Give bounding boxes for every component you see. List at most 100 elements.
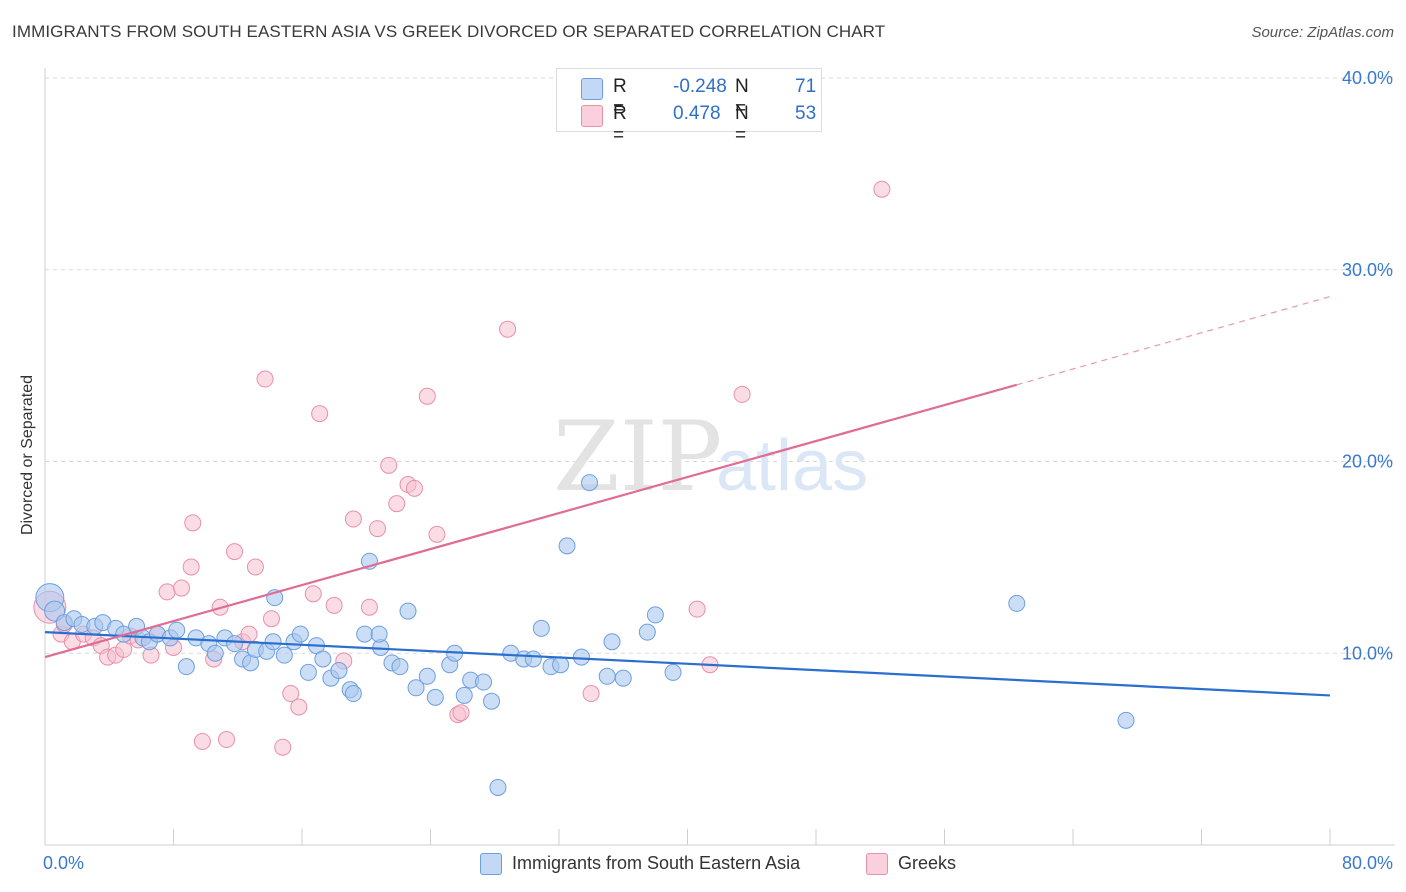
greeks-point (688, 600, 706, 618)
sea-point (603, 633, 621, 651)
sea-point (275, 646, 293, 664)
greeks-trend-line (44, 383, 1018, 659)
sea-point (646, 606, 664, 624)
greeks-point (193, 732, 211, 750)
greeks-point (582, 685, 600, 703)
r-label: R = (613, 76, 627, 119)
sea-point (1117, 711, 1135, 729)
greeks-point (274, 738, 292, 756)
sea-point (291, 625, 309, 643)
axes (44, 68, 1395, 846)
sea-point (399, 602, 417, 620)
greeks-point (344, 510, 362, 528)
sea-point (455, 686, 473, 704)
r-label: R = (613, 103, 627, 146)
sea-legend-label: Immigrants from South Eastern Asia (512, 853, 801, 873)
y-tick-label: 10.0% (1342, 643, 1393, 663)
sea-point (552, 656, 570, 674)
greeks-point (240, 625, 258, 643)
sea-point (206, 644, 224, 662)
sea-point (598, 667, 616, 685)
greeks-point (304, 585, 322, 603)
greeks-point (182, 558, 200, 576)
greeks-point (173, 579, 191, 597)
greeks-point (499, 320, 517, 338)
greeks-point (218, 731, 236, 749)
greeks-point (325, 596, 343, 614)
greeks-point (158, 583, 176, 601)
series-greeks-points (33, 180, 891, 756)
sea-point (177, 658, 195, 676)
sea-point (330, 662, 348, 680)
sea-point (475, 673, 493, 691)
greeks-point (368, 520, 386, 538)
y-axis-label: Divorced or Separated (19, 374, 36, 536)
sea-point (483, 692, 501, 710)
greeks-point (873, 180, 891, 198)
greeks-point (428, 525, 446, 543)
greeks-legend-label: Greeks (898, 853, 957, 873)
sea-swatch (581, 78, 603, 100)
sea-point (664, 663, 682, 681)
y-tick-label: 40.0% (1342, 68, 1393, 88)
sea-point (314, 650, 332, 668)
greeks-point (290, 698, 308, 716)
greeks-point (452, 704, 470, 722)
sea-point (638, 623, 656, 641)
n-value: 71 (795, 76, 817, 97)
sea-point (581, 474, 599, 492)
sea-point (407, 679, 425, 697)
trend-lines (44, 296, 1331, 697)
x-tick-label: 80.0% (1342, 853, 1393, 873)
chart-title: IMMIGRANTS FROM SOUTH EASTERN ASIA VS GR… (12, 22, 886, 41)
sea-point (572, 648, 590, 666)
sea-point (558, 537, 576, 555)
source-label: Source: ZipAtlas.com (1251, 24, 1394, 41)
x-tick-label: 0.0% (43, 853, 84, 873)
watermark-atlas: atlas (716, 426, 868, 506)
greeks-point (418, 387, 436, 405)
sea-point (344, 685, 362, 703)
greeks-point (405, 479, 423, 497)
r-value: -0.248 (673, 76, 727, 97)
greeks-point (733, 385, 751, 403)
sea-point (614, 669, 632, 687)
greeks-point (262, 610, 280, 628)
sea-point (532, 619, 550, 637)
watermark: ZIP atlas (553, 401, 868, 513)
n-label: N = (735, 76, 749, 119)
sea-trend-line (44, 631, 1331, 697)
greeks-point (311, 405, 329, 423)
greeks-point (380, 456, 398, 474)
greeks-point (226, 543, 244, 561)
greeks-point (246, 558, 264, 576)
sea-point (264, 633, 282, 651)
y-tick-label: 20.0% (1342, 452, 1393, 472)
n-label: N = (735, 103, 749, 146)
greeks-legend-swatch (866, 853, 888, 875)
sea-point (391, 658, 409, 676)
y-tick-label: 30.0% (1342, 260, 1393, 280)
greeks-swatch (581, 105, 603, 127)
sea-point (524, 650, 542, 668)
stats-legend: R = -0.248 N = 71 R = 0.478 N = 53 (556, 68, 822, 146)
sea-point (426, 688, 444, 706)
greeks-point (360, 598, 378, 616)
n-value: 53 (795, 103, 817, 124)
sea-point (418, 667, 436, 685)
tick-labels: 10.0% 20.0% 30.0% 40.0% 0.0% 80.0% (43, 68, 1393, 873)
sea-legend-swatch (480, 853, 502, 875)
sea-point (226, 635, 244, 653)
greeks-point (282, 685, 300, 703)
greeks-point (184, 514, 202, 532)
sea-point (489, 778, 507, 796)
r-value: 0.478 (673, 103, 721, 124)
sea-point (370, 625, 388, 643)
greeks-trend-extension (1016, 296, 1331, 386)
sea-point (168, 621, 186, 639)
watermark-zip: ZIP (553, 401, 722, 513)
greeks-point (256, 370, 274, 388)
sea-point (1008, 594, 1026, 612)
sea-point (299, 663, 317, 681)
